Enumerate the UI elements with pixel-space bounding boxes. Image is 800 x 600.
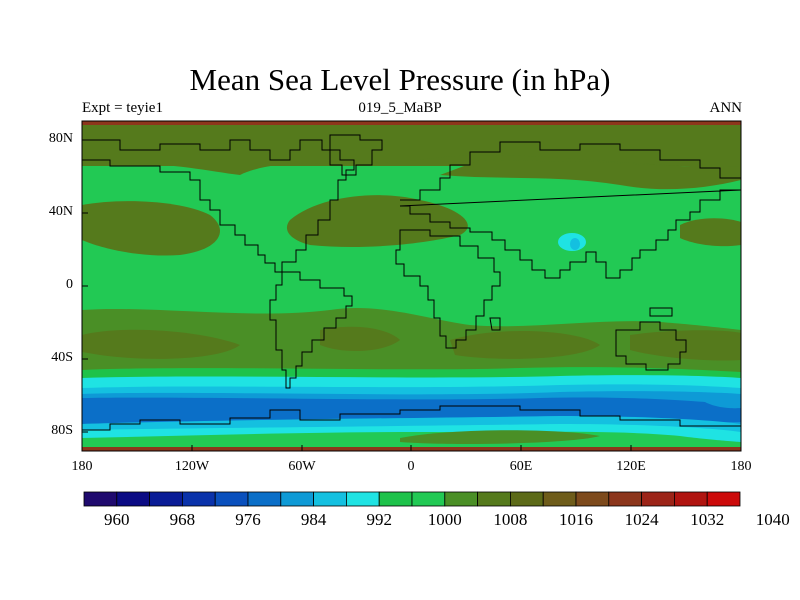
lat-label-0: 0 bbox=[66, 277, 73, 292]
band-south-cell-1 bbox=[82, 329, 240, 359]
colorbar-swatch bbox=[116, 491, 151, 507]
colorbar-label: 1032 bbox=[690, 510, 725, 529]
coast-antarctica bbox=[82, 405, 741, 431]
map-title: Mean Sea Level Pressure (in hPa) bbox=[189, 62, 611, 97]
colorbar-label: 1040 bbox=[755, 510, 790, 529]
lat-label-80s: 80S bbox=[51, 423, 73, 438]
colorbar bbox=[83, 491, 741, 507]
lon-label-60e: 60E bbox=[509, 459, 533, 474]
lat-label-80n: 80N bbox=[48, 131, 73, 146]
colorbar-swatch bbox=[280, 491, 314, 507]
colorbar-swatch bbox=[181, 491, 216, 507]
band-north-cell-atlantic bbox=[82, 201, 220, 256]
coast-greenland bbox=[329, 134, 383, 176]
colorbar-label: 976 bbox=[235, 510, 261, 529]
experiment-label: Expt = teyie1 bbox=[82, 100, 163, 116]
colorbar-label: 1008 bbox=[493, 510, 528, 529]
coast-north-america bbox=[82, 139, 355, 273]
colorbar-swatch bbox=[608, 491, 642, 507]
lon-label-0: 0 bbox=[407, 459, 415, 474]
colorbar-swatch bbox=[706, 491, 741, 507]
coast-south-america bbox=[269, 271, 353, 389]
band-south-cell-2 bbox=[320, 326, 400, 352]
lat-label-40n: 40N bbox=[48, 204, 73, 219]
band-north-edge bbox=[82, 121, 741, 125]
band-south-cell-3 bbox=[450, 330, 600, 359]
colorbar-swatch bbox=[477, 491, 511, 507]
colorbar-swatch bbox=[149, 491, 183, 507]
colorbar-swatch bbox=[509, 491, 544, 507]
colorbar-swatch bbox=[411, 491, 446, 507]
colorbar-swatch bbox=[345, 491, 380, 507]
colorbar-swatch bbox=[247, 491, 282, 507]
colorbar-swatch bbox=[378, 491, 413, 507]
colorbar-swatch bbox=[83, 491, 118, 507]
band-north-asia bbox=[440, 160, 741, 190]
lon-label-60w: 60W bbox=[288, 459, 316, 474]
lon-label-180e: 180 bbox=[730, 459, 752, 474]
colorbar-label: 984 bbox=[300, 510, 327, 529]
axis-ticks bbox=[82, 139, 632, 451]
colorbar-label: 1024 bbox=[624, 510, 659, 529]
colorbar-swatch bbox=[674, 491, 708, 507]
band-north-high-1 bbox=[82, 121, 741, 175]
lon-label-180w: 180 bbox=[71, 459, 93, 474]
band-antarctic-1012 bbox=[400, 430, 600, 444]
colorbar-swatch bbox=[444, 491, 478, 507]
coast-eurasia bbox=[399, 141, 741, 279]
band-north-cell-pacific bbox=[286, 195, 468, 247]
coast-madagascar bbox=[489, 317, 501, 331]
colorbar-label: 960 bbox=[104, 510, 130, 529]
colorbar-label: 1000 bbox=[427, 510, 462, 529]
lon-label-120w: 120W bbox=[174, 459, 210, 474]
colorbar-swatch bbox=[542, 491, 577, 507]
lat-label-40s: 40S bbox=[51, 350, 73, 365]
colorbar-swatch bbox=[641, 491, 675, 507]
colorbar-label: 1016 bbox=[559, 510, 593, 529]
colorbar-swatch bbox=[313, 491, 347, 507]
lon-label-120e: 120E bbox=[616, 459, 646, 474]
coastlines bbox=[82, 134, 741, 431]
low-tibet-inner bbox=[570, 238, 580, 250]
coast-australia bbox=[615, 321, 687, 371]
pressure-field bbox=[82, 121, 741, 451]
coast-africa bbox=[395, 229, 501, 349]
colorbar-swatch bbox=[214, 491, 249, 507]
season-label: ANN bbox=[709, 100, 743, 116]
period-label: 019_5_MaBP bbox=[358, 100, 442, 116]
band-south-high bbox=[82, 307, 741, 385]
colorbar-label: 968 bbox=[169, 510, 196, 529]
colorbar-swatch bbox=[575, 491, 610, 507]
colorbar-label: 992 bbox=[366, 510, 392, 529]
band-north-cell-east bbox=[680, 218, 741, 247]
coast-new-guinea bbox=[649, 307, 673, 317]
